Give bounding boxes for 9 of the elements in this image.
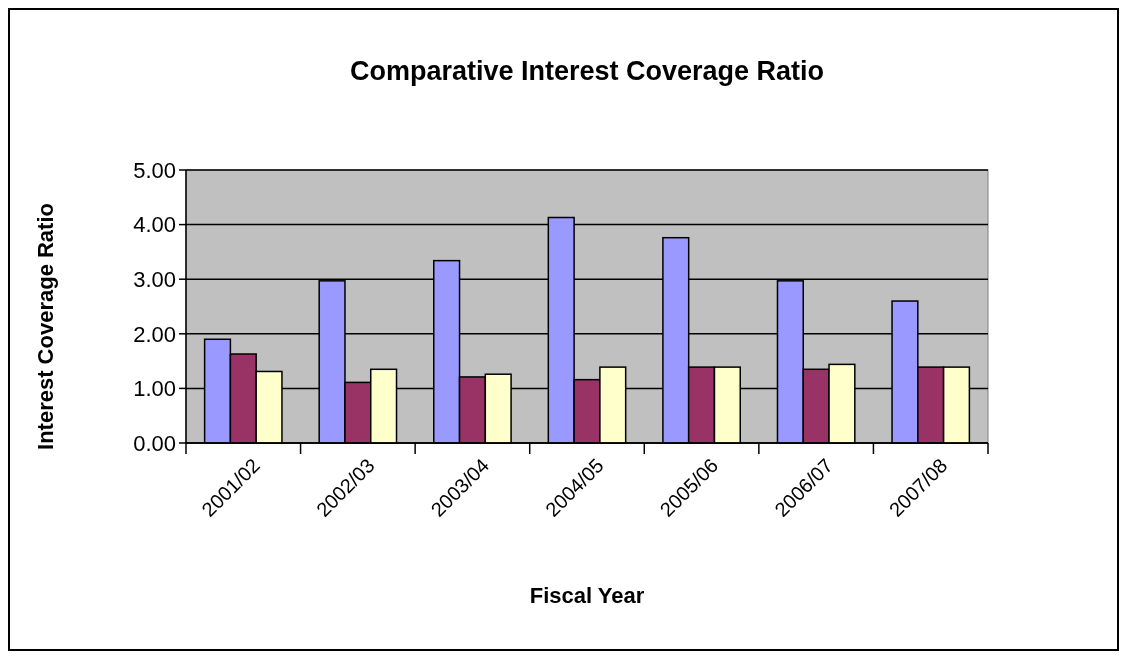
chart-title: Comparative Interest Coverage Ratio <box>349 56 825 86</box>
y-tick-label: 1.00 <box>133 376 176 402</box>
y-tick-label: 0.00 <box>133 430 176 456</box>
x-axis-title: Fiscal Year <box>529 583 645 608</box>
y-axis-title: Interest Coverage Ratio <box>33 203 58 450</box>
y-tick-label: 5.00 <box>133 157 176 183</box>
y-tick-label: 3.00 <box>133 266 176 292</box>
y-tick-label: 4.00 <box>133 212 176 238</box>
y-tick-label: 2.00 <box>133 321 176 347</box>
